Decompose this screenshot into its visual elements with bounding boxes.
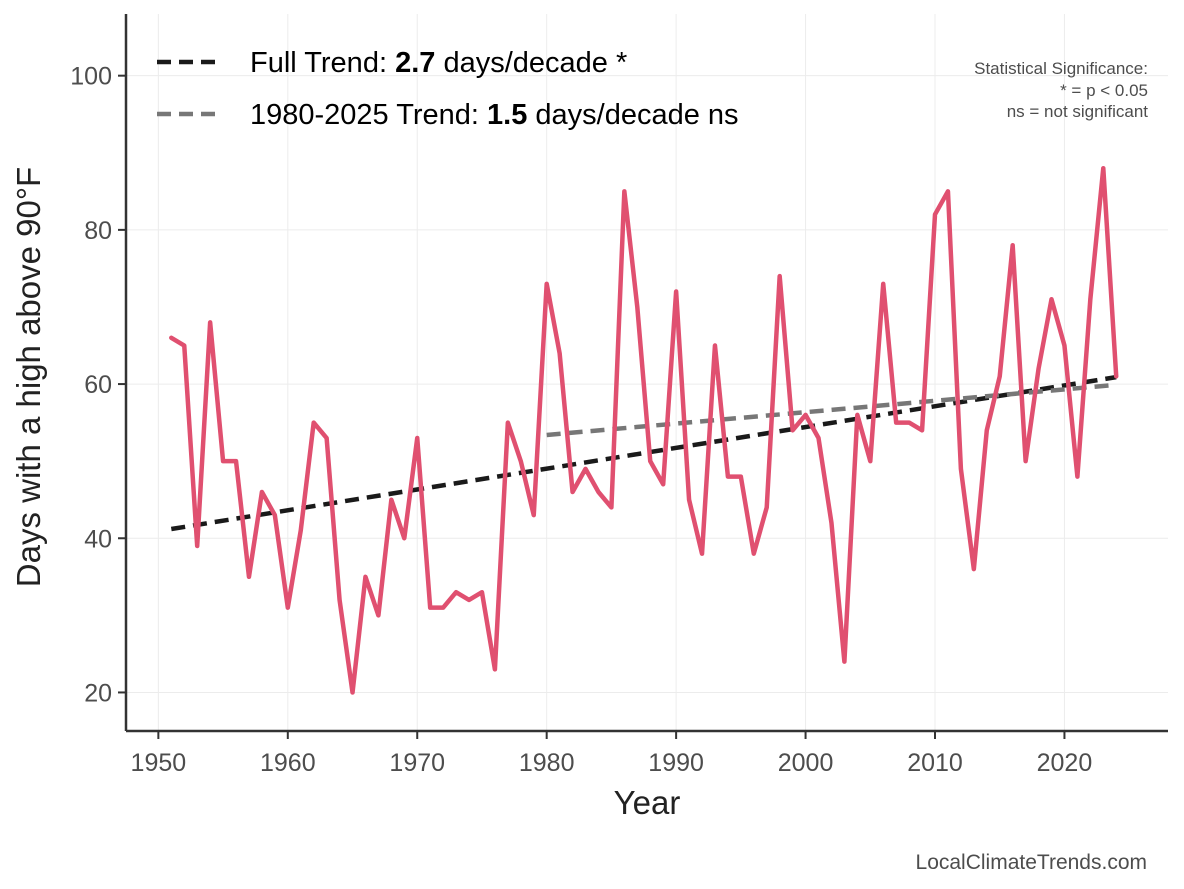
- legend-label-1980-trend: 1980-2025 Trend: 1.5 days/decade ns: [250, 99, 739, 131]
- x-tick-label-1960: 1960: [260, 749, 316, 777]
- x-tick-label-1950: 1950: [131, 749, 187, 777]
- significance-note: Statistical Significance: * = p < 0.05 n…: [974, 59, 1148, 121]
- axes: [124, 14, 1168, 733]
- significance-ns: ns = not significant: [1007, 102, 1149, 121]
- x-axis-title: Year: [614, 784, 681, 821]
- y-tick-label-80: 80: [84, 217, 112, 245]
- series-line: [169, 165, 1119, 695]
- gridlines: [126, 14, 1168, 731]
- legend-label-full-trend: Full Trend: 2.7 days/decade *: [250, 47, 627, 79]
- x-tick-label-1970: 1970: [389, 749, 445, 777]
- x-tick-label-2020: 2020: [1037, 749, 1093, 777]
- legend: Full Trend: 2.7 days/decade * 1980-2025 …: [157, 47, 739, 131]
- y-tick-label-60: 60: [84, 371, 112, 399]
- y-tick-label-100: 100: [70, 63, 112, 91]
- x-ticks: 1950 1960 1970 1980 1990 2000 2010 2020: [131, 731, 1093, 777]
- y-tick-label-20: 20: [84, 679, 112, 707]
- significance-star: * = p < 0.05: [1060, 81, 1148, 100]
- x-tick-label-1990: 1990: [648, 749, 704, 777]
- y-ticks: 20 40 60 80 100: [70, 63, 126, 707]
- y-tick-label-40: 40: [84, 525, 112, 553]
- x-tick-label-1980: 1980: [519, 749, 575, 777]
- source-credit: LocalClimateTrends.com: [916, 851, 1147, 874]
- 1980-trend-line: [546, 382, 1117, 438]
- significance-title: Statistical Significance:: [974, 59, 1148, 78]
- data-series: [169, 165, 1119, 695]
- x-tick-label-2000: 2000: [778, 749, 834, 777]
- y-axis-title: Days with a high above 90°F: [10, 167, 47, 587]
- x-tick-label-2010: 2010: [907, 749, 963, 777]
